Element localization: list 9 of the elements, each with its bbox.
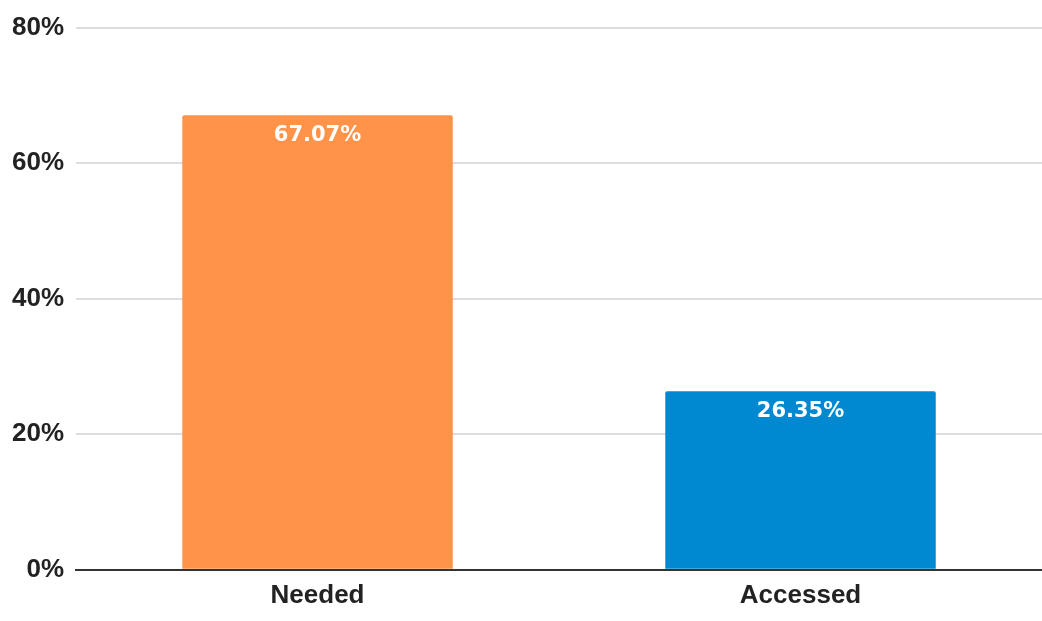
y-tick-label: 0%	[26, 552, 65, 583]
x-tick-label: Needed	[270, 578, 365, 609]
y-tick-label: 20%	[11, 417, 65, 448]
data-label: 67.07%	[273, 122, 362, 147]
y-tick-label: 40%	[11, 281, 65, 312]
y-tick-label: 80%	[11, 10, 65, 41]
y-tick-label: 60%	[11, 146, 65, 177]
x-tick-label: Accessed	[739, 578, 862, 609]
data-label: 26.35%	[756, 398, 845, 423]
